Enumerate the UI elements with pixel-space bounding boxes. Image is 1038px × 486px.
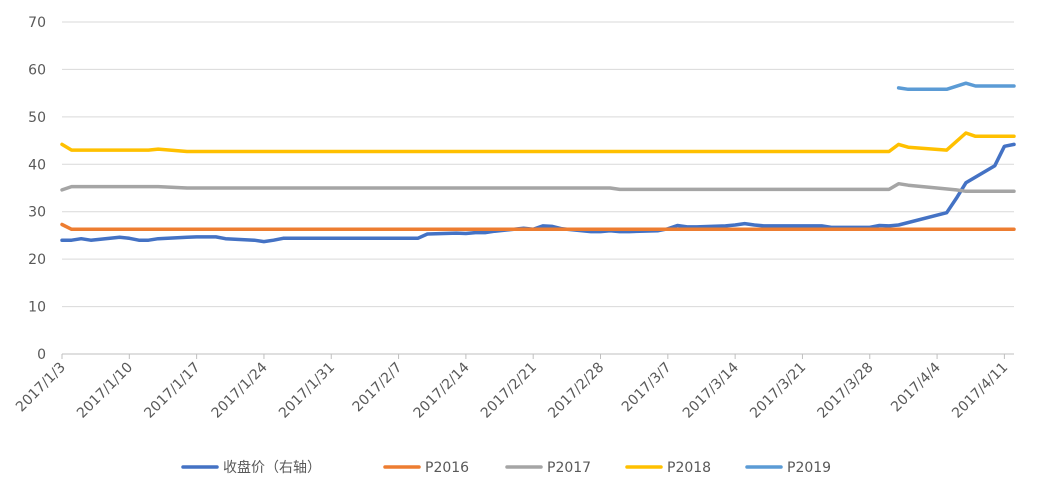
- legend-label: P2017: [547, 460, 591, 476]
- x-tick-label: 2017/1/17: [141, 360, 203, 422]
- x-tick-label: 2017/2/28: [545, 360, 607, 422]
- legend-label: P2018: [667, 460, 711, 476]
- x-tick-label: 2017/3/21: [747, 360, 809, 422]
- legend-label: 收盘价（右轴）: [223, 459, 321, 476]
- x-tick-label: 2017/2/7: [350, 360, 406, 416]
- axes: 0 10 20 30 40 50 60 70 2017/1/3 2017/1/10 2017/1/1…: [13, 15, 1014, 422]
- x-tick-label: 2017/4/11: [949, 360, 1011, 422]
- legend-label: P2019: [787, 460, 831, 476]
- x-tick-label: 2017/1/3: [13, 360, 69, 416]
- x-tick-label: 2017/1/31: [276, 360, 338, 422]
- series-line-P2017: [60, 181, 1016, 194]
- x-tick-label: 2017/3/14: [680, 359, 742, 421]
- series-line-P2016: [60, 222, 1016, 232]
- y-tick-label: 10: [28, 300, 46, 316]
- x-tick-label: 2017/3/28: [815, 360, 877, 422]
- y-tick-label: 30: [28, 205, 46, 221]
- x-tick-label: 2017/1/24: [209, 359, 271, 421]
- series-line-P2018: [60, 131, 1016, 154]
- y-tick-label: 60: [28, 62, 46, 78]
- x-tick-label: 2017/2/14: [411, 359, 473, 421]
- series-lines: [60, 81, 1016, 244]
- y-tick-label: 50: [28, 110, 46, 126]
- x-tick-label: 2017/1/10: [74, 360, 136, 422]
- y-tick-label: 70: [28, 15, 46, 31]
- x-tick-label: 2017/3/7: [619, 360, 675, 416]
- legend-label: P2016: [425, 460, 469, 476]
- y-tick-label: 40: [28, 157, 46, 173]
- series-line-P2019: [896, 81, 1016, 92]
- y-tick-label: 20: [28, 252, 46, 268]
- x-tick-label: 2017/2/21: [478, 360, 540, 422]
- series-line-收盘价（右轴）: [60, 142, 1016, 244]
- gridlines: [62, 21, 1014, 308]
- legend: 收盘价（右轴） P2016 P2017 P2018 P2019: [181, 459, 831, 476]
- y-tick-label: 0: [37, 347, 46, 363]
- x-tick-label: 2017/4/4: [888, 359, 944, 415]
